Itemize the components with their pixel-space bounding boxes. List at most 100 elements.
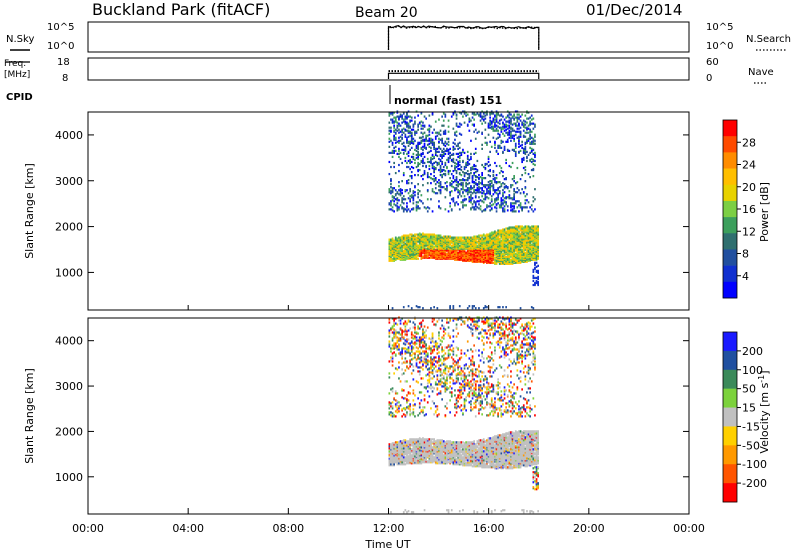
scatter-cell	[494, 161, 496, 165]
scatter-cell	[430, 137, 432, 140]
scatter-cell	[457, 191, 459, 194]
scatter-cell	[465, 182, 467, 185]
scatter-cell	[402, 322, 405, 325]
scatter-cell	[431, 162, 434, 166]
scatter-cell	[407, 135, 410, 138]
scatter-cell	[516, 251, 519, 254]
scatter-cell	[511, 127, 514, 130]
scatter-cell	[455, 171, 458, 175]
scatter-cell	[463, 171, 466, 175]
scatter-cell	[430, 125, 432, 128]
scatter-cell	[418, 339, 421, 342]
scatter-cell	[486, 188, 488, 191]
scatter-cell	[417, 350, 419, 353]
scatter-cell	[402, 210, 405, 213]
scatter-cell	[425, 362, 427, 365]
scatter-cell	[423, 334, 426, 337]
scatter-cell	[516, 181, 519, 184]
scatter-cell	[402, 456, 405, 459]
scatter-cell	[402, 127, 405, 130]
scatter-cell	[532, 167, 535, 171]
scatter-cell	[442, 147, 445, 150]
scatter-cell	[537, 264, 539, 267]
scatter-cell	[495, 137, 498, 140]
scatter-cell	[494, 129, 496, 132]
scatter-cell	[495, 192, 498, 195]
scatter-cell	[478, 181, 480, 184]
scatter-cell	[398, 124, 400, 127]
scatter-cell	[398, 346, 400, 349]
scatter-cell	[462, 186, 464, 189]
scatter-cell	[407, 450, 410, 453]
scatter-cell	[508, 129, 511, 132]
scatter-cell	[462, 201, 464, 204]
scatter-cell	[522, 124, 525, 127]
scatter-cell	[465, 244, 467, 247]
scatter-cell	[521, 256, 523, 259]
scatter-cell	[399, 333, 402, 336]
scatter-cell	[388, 345, 391, 348]
scatter-cell	[393, 244, 395, 247]
scatter-cell	[390, 402, 392, 405]
scatter-cell	[487, 122, 490, 125]
scatter-cell	[406, 209, 408, 212]
scatter-cell	[420, 444, 423, 447]
scatter-cell	[441, 236, 443, 239]
scatter-cell	[391, 199, 394, 202]
scatter-cell	[409, 352, 411, 355]
scatter-cell	[420, 146, 423, 149]
scatter-cell	[487, 124, 490, 127]
scatter-cell	[412, 446, 415, 449]
scatter-cell	[457, 152, 459, 156]
scatter-cell	[390, 350, 392, 353]
scatter-cell	[457, 164, 459, 168]
scatter-cell	[390, 405, 392, 408]
scatter-cell	[422, 124, 424, 127]
scatter-cell	[409, 359, 411, 362]
scatter-cell	[420, 111, 423, 114]
scatter-cell	[470, 119, 472, 122]
scatter-cell	[479, 191, 482, 194]
scatter-cell	[455, 152, 458, 156]
scatter-cell	[434, 251, 437, 254]
scatter-cell	[417, 257, 419, 260]
scatter-cell	[409, 451, 411, 454]
scatter-cell	[479, 237, 482, 240]
scatter-cell	[436, 150, 439, 153]
scatter-cell	[393, 149, 395, 152]
scatter-cell	[521, 259, 523, 262]
scatter-cell	[441, 137, 443, 140]
scatter-cell	[529, 232, 531, 235]
noise-tick-right-bottom: 10^0	[706, 41, 733, 52]
scatter-cell	[490, 125, 493, 128]
scatter-cell	[481, 122, 483, 125]
scatter-cell	[412, 128, 415, 131]
scatter-cell	[502, 306, 504, 309]
scatter-cell	[497, 193, 499, 196]
scatter-cell	[532, 258, 535, 261]
scatter-cell	[393, 452, 395, 455]
scatter-cell	[404, 456, 407, 459]
scatter-cell	[442, 168, 445, 172]
scatter-cell	[428, 137, 431, 140]
scatter-cell	[410, 182, 413, 185]
scatter-cell	[391, 253, 394, 256]
scatter-cell	[521, 206, 523, 209]
scatter-cell	[498, 229, 501, 232]
scatter-cell	[506, 148, 509, 151]
scatter-cell	[508, 116, 511, 119]
scatter-cell	[415, 204, 418, 207]
scatter-cell	[444, 252, 447, 255]
scatter-cell	[532, 283, 535, 287]
scatter-cell	[417, 381, 419, 384]
scatter-cell	[481, 253, 483, 256]
scatter-cell	[391, 412, 394, 415]
scatter-cell	[465, 179, 467, 182]
scatter-cell	[398, 236, 400, 239]
scatter-cell	[522, 206, 525, 209]
scatter-cell	[471, 243, 474, 246]
scatter-cell	[516, 255, 519, 258]
scatter-cell	[494, 114, 496, 117]
scatter-cell	[482, 177, 485, 180]
scatter-cell	[487, 164, 490, 168]
